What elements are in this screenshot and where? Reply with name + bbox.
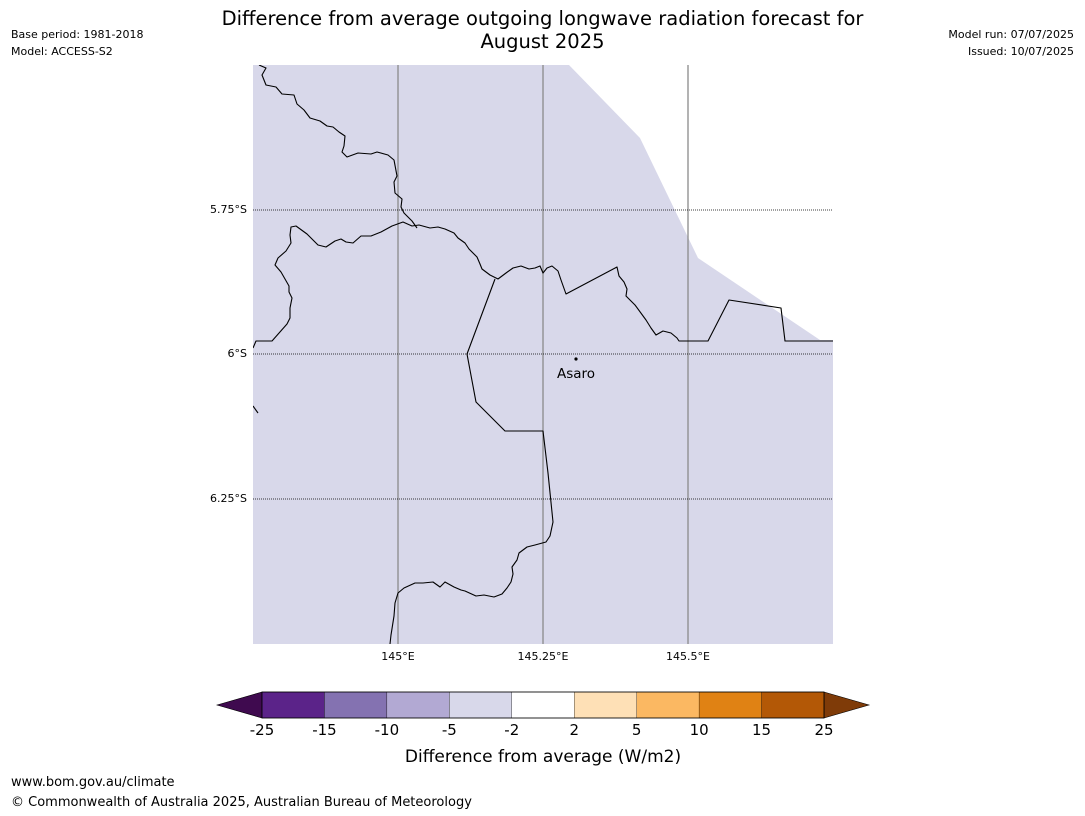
colorbar-bin: [761, 691, 825, 719]
lon-label-145-25e: 145.25°E: [518, 650, 569, 663]
colorbar-bin: [636, 691, 700, 719]
colorbar-bin: [324, 691, 388, 719]
meta-left: Base period: 1981-2018 Model: ACCESS-S2: [11, 26, 143, 60]
boundary-line-central: [253, 221, 833, 349]
lat-label-6-25s: 6.25°S: [210, 492, 247, 505]
asaro-label: Asaro: [557, 366, 595, 382]
meta-right: Model run: 07/07/2025 Issued: 10/07/2025: [948, 26, 1074, 60]
footer-copyright: © Commonwealth of Australia 2025, Austra…: [11, 795, 472, 810]
colorbar-tick-label: -15: [312, 721, 337, 739]
colorbar-extend-low: [215, 691, 263, 719]
model-run-label: Model run: 07/07/2025: [948, 28, 1074, 41]
colorbar-tick-label: -5: [442, 721, 457, 739]
base-period-label: Base period: 1981-2018: [11, 28, 144, 41]
boundary-line-north: [258, 65, 418, 229]
colorbar-outline: [261, 691, 825, 719]
colorbar: -25 -15 -10 -5 -2 2 5 10 15 25 Difference from av…: [215, 691, 871, 767]
colorbar-tick-label: -10: [375, 721, 400, 739]
colorbar-tick-label: -25: [250, 721, 275, 739]
map-panel: Asaro: [253, 65, 833, 644]
lon-label-145-5e: 145.5°E: [666, 650, 710, 663]
lon-label-145e: 145°E: [381, 650, 414, 663]
graticule: [253, 65, 833, 644]
issued-label: Issued: 10/07/2025: [967, 45, 1074, 58]
map-axis-labels: 5.75°S 6°S 6.25°S 145°E 145.25°E 145.5°E: [210, 203, 710, 663]
model-label: Model: ACCESS-S2: [11, 45, 113, 58]
colorbar-title: Difference from average (W/m2): [405, 747, 681, 767]
lat-label-5-75s: 5.75°S: [210, 203, 247, 216]
title-line-1: Difference from average outgoing longwav…: [221, 7, 864, 30]
colorbar-tick-label: 2: [569, 721, 579, 739]
colorbar-bin: [449, 691, 512, 719]
asaro-marker: [574, 357, 578, 361]
colorbar-bin: [574, 691, 637, 719]
colorbar-bin: [698, 691, 762, 719]
chart-title: Difference from average outgoing longwav…: [120, 7, 965, 53]
colorbar-tick-label: 25: [814, 721, 833, 739]
colorbar-tick-label: -2: [504, 721, 519, 739]
footer-url: www.bom.gov.au/climate: [11, 775, 175, 790]
colorbar-ticks: -25 -15 -10 -5 -2 2 5 10 15 25: [250, 721, 834, 739]
boundary-line-west: [253, 405, 259, 414]
colorbar-bins: [261, 691, 825, 719]
colorbar-extend-high: [823, 691, 871, 719]
colorbar-tick-label: 5: [632, 721, 642, 739]
colorbar-bin: [261, 691, 325, 719]
colorbar-tick-label: 10: [690, 721, 709, 739]
colorbar-bin: [386, 691, 450, 719]
colorbar-bin: [511, 691, 575, 719]
lat-label-6s: 6°S: [228, 347, 247, 360]
province-boundaries: [253, 65, 833, 644]
boundary-line-south: [389, 278, 554, 644]
title-line-2: August 2025: [480, 30, 605, 53]
colorbar-tick-label: 15: [752, 721, 771, 739]
